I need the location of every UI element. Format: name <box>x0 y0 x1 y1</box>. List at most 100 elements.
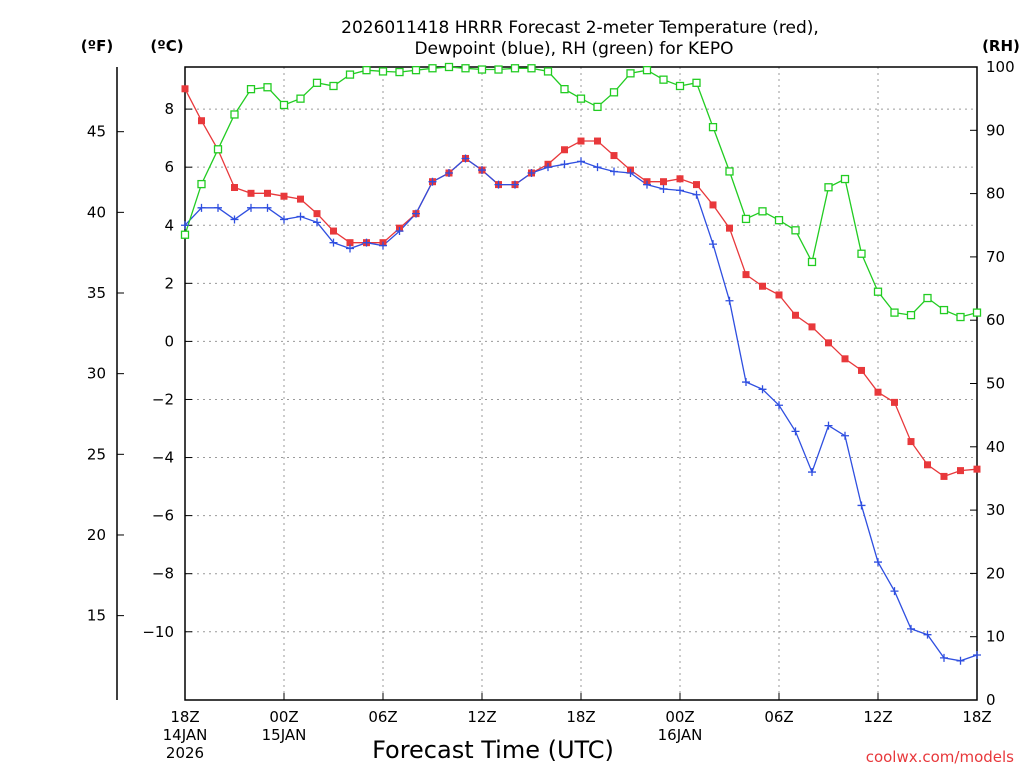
rh-point <box>560 85 569 94</box>
rh-point <box>378 67 388 76</box>
dewpoint-point <box>230 215 239 224</box>
2-meter-temperature-point <box>742 271 750 279</box>
rh-point <box>312 78 322 87</box>
rh-point <box>593 102 602 112</box>
rh-point <box>642 66 652 75</box>
dewpoint-point <box>610 167 618 176</box>
rh-point <box>395 67 404 77</box>
2-meter-temperature-point <box>759 282 766 290</box>
dewpoint-point <box>478 166 486 175</box>
dewpoint-point <box>940 653 948 662</box>
2-meter-temperature-point <box>660 178 667 186</box>
x-tick-label: 12Z <box>863 708 892 726</box>
dewpoint-point <box>197 203 206 212</box>
credit-label: coolwx.com/models <box>866 748 1014 766</box>
rh-point <box>791 226 800 235</box>
dewpoint-point <box>527 168 536 177</box>
rh-tick-label: 60 <box>986 311 1005 329</box>
dewpoint-point <box>758 385 767 394</box>
2-meter-temperature-point <box>907 438 915 446</box>
2-meter-temperature-point <box>610 152 618 160</box>
2-meter-temperature-point <box>247 189 255 197</box>
rh-point <box>873 287 883 296</box>
rh-tick-label: 40 <box>986 438 1005 456</box>
2-meter-temperature-point <box>346 239 354 247</box>
dewpoint-point <box>511 180 519 189</box>
dewpoint-point <box>577 157 585 166</box>
dewpoint-point <box>709 240 717 249</box>
2-meter-temperature-point <box>709 201 717 209</box>
tick-labels: 86420−2−4−6−8−10454035302520151009080706… <box>87 58 1015 762</box>
dewpoint-point <box>412 209 420 218</box>
dewpoint-point <box>659 184 668 193</box>
dewpoint-point <box>857 501 866 510</box>
2-meter-temperature-point <box>957 467 964 475</box>
rh-point <box>527 64 536 73</box>
chart-title-line-1: 2026011418 HRRR Forecast 2-meter Tempera… <box>341 18 819 38</box>
rh-point <box>345 70 355 79</box>
dewpoint-point <box>181 221 189 230</box>
rh-point <box>411 66 421 75</box>
fahrenheit-unit-label: (ºF) <box>81 37 113 55</box>
axes <box>116 66 978 701</box>
fahrenheit-tick-label: 30 <box>87 365 106 383</box>
rh-point <box>890 308 899 317</box>
rh-point <box>956 312 965 322</box>
dewpoint-point <box>775 401 783 410</box>
rh-point <box>444 62 454 72</box>
rh-point <box>758 207 767 216</box>
celsius-tick-label: −10 <box>142 623 174 641</box>
rh-point <box>659 75 668 84</box>
dewpoint-point <box>907 624 915 633</box>
x-tick-date-label: 14JAN <box>163 726 208 744</box>
rh-point <box>923 293 932 303</box>
rh-point <box>972 308 982 317</box>
rh-tick-label: 20 <box>986 564 1005 582</box>
rh-tick-label: 30 <box>986 501 1005 519</box>
dewpoint-point <box>643 180 651 189</box>
x-axis-label: Forecast Time (UTC) <box>372 736 614 764</box>
rh-tick-label: 70 <box>986 248 1005 266</box>
rh-point <box>279 100 289 110</box>
celsius-tick-label: −8 <box>152 565 174 583</box>
celsius-tick-label: −4 <box>152 449 174 467</box>
dewpoint-point <box>379 241 387 250</box>
series-markers <box>180 62 982 665</box>
rh-point <box>246 85 256 94</box>
dewpoint-point <box>461 154 470 163</box>
rh-point <box>213 145 223 154</box>
rh-point <box>494 65 503 74</box>
fahrenheit-tick-label: 35 <box>87 284 106 302</box>
rh-point <box>741 214 751 224</box>
x-tick-label: 00Z <box>269 708 298 726</box>
dewpoint-point <box>214 203 222 212</box>
2-meter-temperature-point <box>264 189 271 197</box>
celsius-tick-label: 4 <box>164 216 174 234</box>
2-meter-temperature-point <box>726 224 733 232</box>
2-meter-temperature-point <box>693 181 700 189</box>
dewpoint-point <box>626 168 635 177</box>
x-tick-label: 12Z <box>467 708 496 726</box>
dewpoint-point <box>362 238 371 247</box>
dewpoint-point <box>824 421 833 430</box>
2-meter-temperature-point <box>330 227 337 235</box>
rh-point <box>675 81 685 91</box>
rh-tick-label: 0 <box>986 691 996 709</box>
rh-tick-label: 80 <box>986 185 1005 203</box>
2-meter-temperature-point <box>577 137 585 145</box>
dewpoint-point <box>956 656 965 665</box>
x-tick-date-label: 15JAN <box>262 726 307 744</box>
2-meter-temperature-point <box>775 291 783 299</box>
fahrenheit-tick-label: 15 <box>87 607 106 625</box>
dewpoint-point <box>296 212 305 221</box>
dewpoint-point <box>395 227 404 236</box>
rh-point <box>939 305 949 315</box>
2-meter-temperature-point <box>808 323 816 331</box>
rh-point <box>576 94 586 103</box>
rh-point <box>725 167 734 176</box>
x-tick-label: 06Z <box>764 708 793 726</box>
dewpoint-point <box>560 160 569 169</box>
celsius-tick-label: 6 <box>164 158 174 176</box>
2-meter-temperature-point <box>594 137 601 145</box>
rh-point <box>840 174 850 184</box>
